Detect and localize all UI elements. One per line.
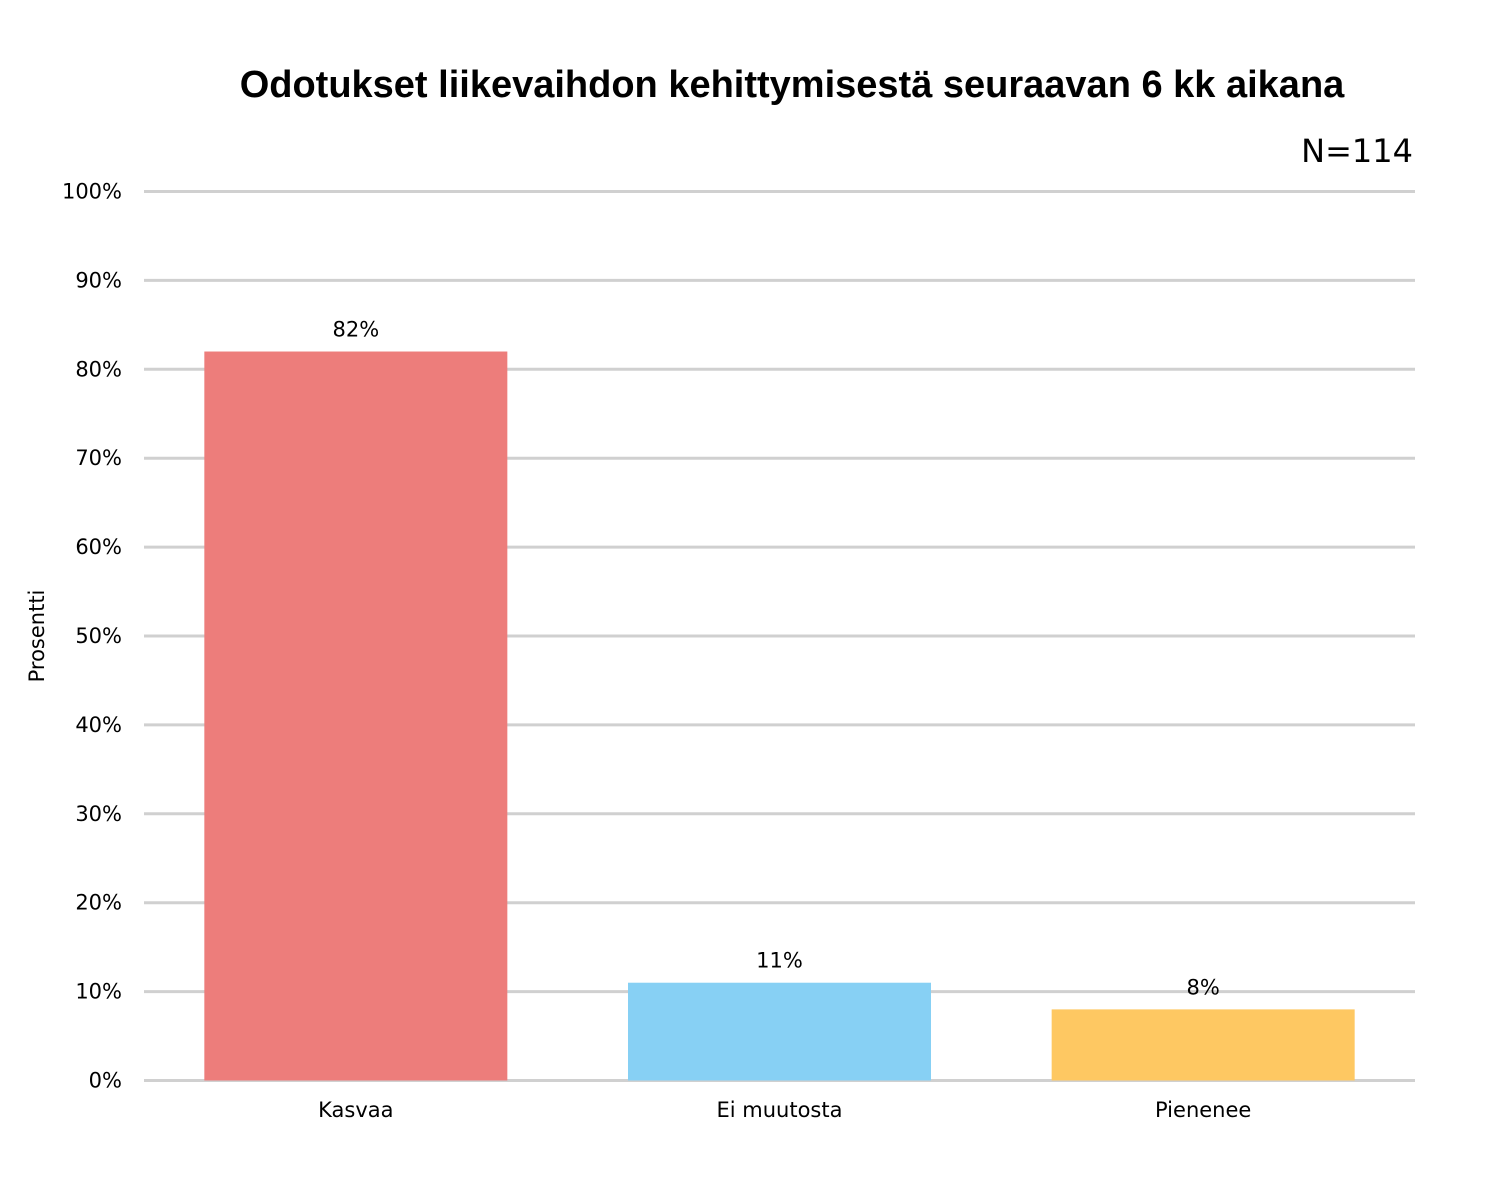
x-category-label: Pienenee [1155,1098,1251,1122]
data-label: 82% [332,318,379,342]
y-tick-label: 70% [75,446,122,470]
bar [1051,1009,1355,1081]
y-tick-label: 100% [62,180,122,204]
y-tick-label: 40% [75,713,122,737]
x-category-label: Kasvaa [318,1098,393,1122]
data-label: 11% [756,949,803,973]
y-tick-label: 30% [75,802,122,826]
y-tick-label: 80% [75,357,122,381]
x-axis-categories: Kasvaa Ei muutosta Pienenee [318,1098,1251,1122]
y-tick-label: 20% [75,891,122,915]
y-tick-label: 0% [89,1069,122,1093]
bar [628,982,931,1081]
y-tick-label: 60% [75,535,122,559]
x-category-label: Ei muutosta [717,1098,843,1122]
data-label: 8% [1187,975,1220,999]
y-axis-label: Prosentti [25,590,49,683]
chart-title: Odotukset liikevaihdon kehittymisestä se… [240,64,1345,106]
bars [204,351,1355,1081]
data-labels: 82% 11% 8% [332,318,1219,1000]
chart-subtitle: N=114 [1301,132,1413,170]
bar [204,351,508,1081]
y-tick-label: 50% [75,624,122,648]
y-axis-ticks: 0% 10% 20% 30% 40% 50% 60% 70% 80% 90% 100% [62,180,122,1093]
y-tick-label: 90% [75,268,122,292]
y-tick-label: 10% [75,980,122,1004]
